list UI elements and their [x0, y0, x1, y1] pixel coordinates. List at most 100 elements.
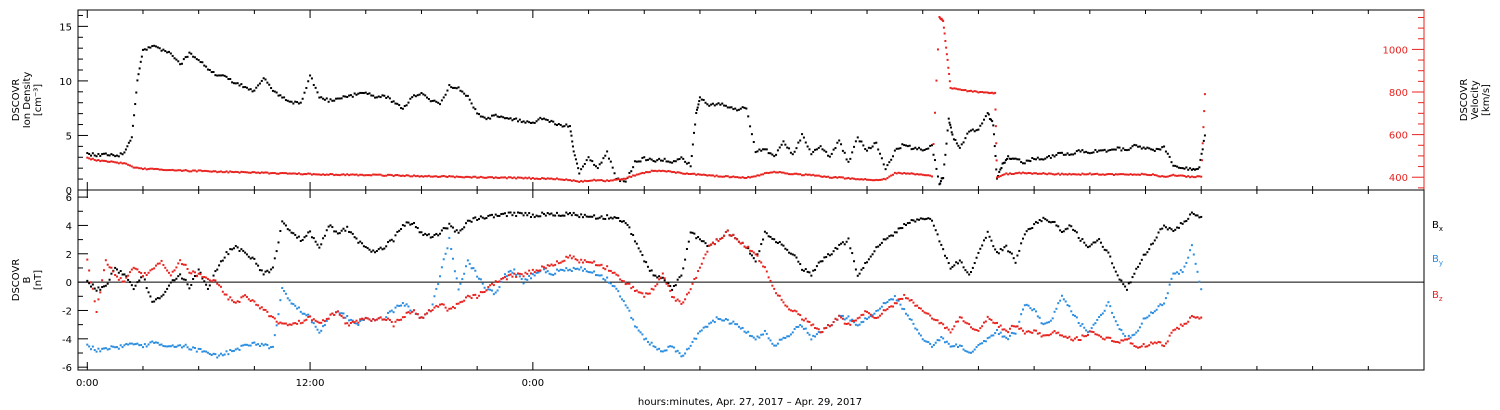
velocity-point	[216, 171, 219, 174]
b-bz-point	[1025, 330, 1028, 333]
velocity-point	[1157, 175, 1160, 178]
b-bz-point	[606, 265, 609, 268]
ion-density-point	[210, 71, 213, 74]
velocity-point	[1018, 171, 1021, 174]
b-by-point	[487, 288, 490, 291]
b-bx-point	[88, 282, 91, 285]
b-bx-point	[1172, 230, 1175, 233]
b-bx-point	[481, 216, 484, 219]
b-by-point	[942, 337, 945, 340]
velocity-point	[945, 53, 948, 56]
ion-density-point	[645, 159, 648, 162]
b-bz-point	[895, 302, 898, 305]
velocity-point	[598, 179, 601, 182]
ion-density-point	[541, 118, 544, 121]
b-bx-point	[776, 242, 779, 245]
b-by-point	[710, 321, 713, 324]
b-bz-point	[763, 266, 766, 269]
velocity-point	[948, 72, 951, 75]
velocity-point	[1172, 173, 1175, 176]
b-by-point	[342, 312, 345, 315]
ion-density-point	[762, 148, 765, 151]
b-bz-point	[940, 321, 943, 324]
ion-density-point	[268, 83, 271, 86]
ion-density-point	[1155, 147, 1158, 150]
velocity-point	[214, 170, 217, 173]
ion-density-point	[578, 172, 581, 175]
ion-density-point	[529, 122, 532, 125]
velocity-point	[169, 169, 172, 172]
b-bx-point	[799, 263, 802, 266]
b-by-point	[697, 332, 700, 335]
b-bz-point	[1031, 331, 1034, 334]
b-bz-point	[184, 263, 187, 266]
velocity-point	[715, 174, 718, 177]
ion-density-point	[106, 154, 109, 157]
b-by-point	[602, 277, 605, 280]
b-bz-point	[1131, 342, 1134, 345]
b-bx-point	[853, 260, 856, 263]
velocity-point	[1129, 173, 1132, 176]
b-by-point	[173, 345, 176, 348]
b-by-point	[999, 331, 1002, 334]
b-bz-point	[594, 264, 597, 267]
b-bx-point	[1150, 243, 1153, 246]
b-by-point	[949, 345, 952, 348]
b-bx-point	[1138, 262, 1141, 265]
b-bx-point	[205, 283, 208, 286]
b-bz-point	[671, 295, 674, 298]
b-bx-point	[106, 282, 109, 285]
ion-density-point	[457, 86, 460, 89]
ion-density-point	[335, 97, 338, 100]
b-bz-point	[888, 306, 891, 309]
velocity-point	[1079, 173, 1082, 176]
b-by-point	[492, 293, 495, 296]
ion-density-point	[717, 102, 720, 105]
b-bx-point	[990, 239, 993, 242]
b-bx-point	[944, 254, 947, 257]
b-by-point	[1109, 305, 1112, 308]
b-bx-point	[607, 217, 610, 220]
velocity-point	[856, 178, 859, 181]
b-by-point	[258, 345, 261, 348]
ion-density-point	[465, 94, 468, 97]
b-bz-point	[923, 311, 926, 314]
b-bx-point	[201, 277, 204, 280]
b-by-point	[297, 306, 300, 309]
b-bz-point	[776, 294, 779, 297]
b-bx-point	[1083, 241, 1086, 244]
velocity-point	[541, 177, 544, 180]
ion-density-point	[316, 91, 319, 94]
velocity-point	[364, 174, 367, 177]
b-by-point	[611, 284, 614, 287]
ion-density-point	[945, 142, 948, 145]
velocity-point	[923, 174, 926, 177]
ion-density-point	[476, 112, 479, 115]
b-by-point	[186, 346, 189, 349]
ion-density-point	[567, 125, 570, 128]
ion-density-point	[702, 98, 705, 101]
b-bz-point	[769, 279, 772, 282]
b-bz-point	[788, 308, 791, 311]
ion-density-point	[1137, 145, 1140, 148]
b-by-point	[184, 343, 187, 346]
b-bz-point	[483, 291, 486, 294]
ion-density-point	[1101, 149, 1104, 152]
velocity-point	[225, 170, 228, 173]
b-bx-point	[177, 275, 180, 278]
ion-density-point	[581, 165, 584, 168]
ion-density-point	[572, 150, 575, 153]
b-by-point	[472, 267, 475, 270]
ion-density-point	[698, 100, 701, 103]
b-by-point	[1170, 277, 1173, 280]
b-bz-point	[355, 319, 358, 322]
b-bz-point	[866, 310, 869, 313]
b-bz-point	[555, 260, 558, 263]
b-by-point	[322, 325, 325, 328]
b-bz-point	[633, 289, 636, 292]
ion-density-point	[982, 118, 985, 121]
b-bx-point	[340, 229, 343, 232]
ion-density-point	[853, 145, 856, 148]
ion-density-point	[288, 100, 291, 103]
b-bz-point	[335, 311, 338, 314]
